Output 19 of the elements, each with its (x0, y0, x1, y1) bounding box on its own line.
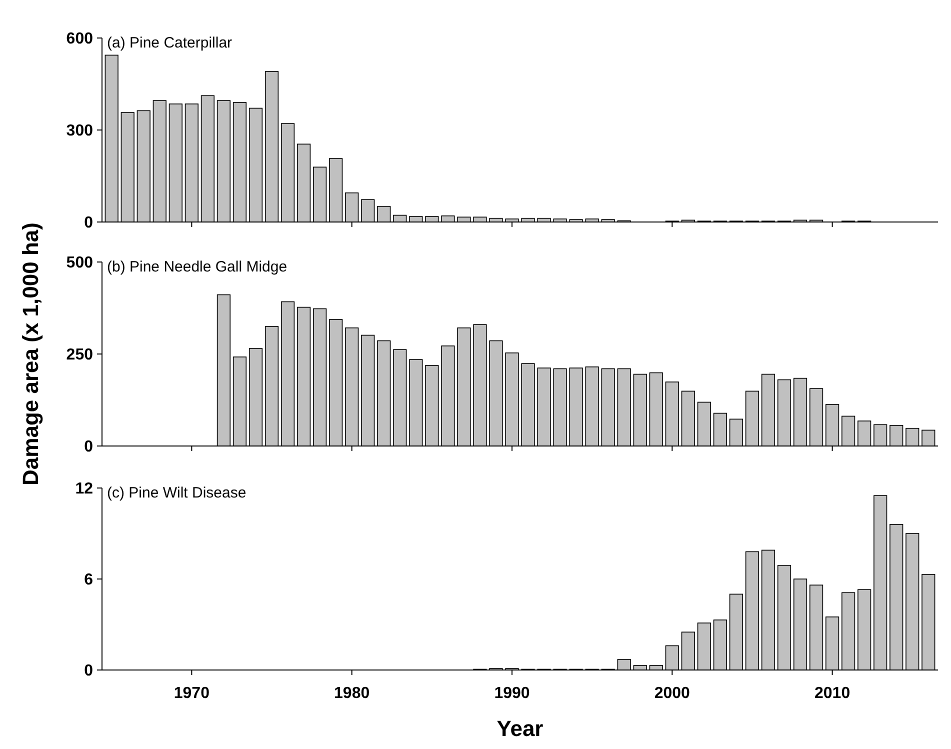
y-tick-label: 6 (84, 572, 94, 589)
x-tick-label: 1990 (494, 685, 530, 702)
y-tick-label: 0 (84, 662, 94, 680)
y-tick-label: 500 (66, 254, 94, 272)
x-tick-label: 2010 (814, 685, 850, 702)
y-tick-label: 300 (66, 122, 94, 140)
y-tick-label: 250 (66, 346, 94, 364)
y-tick-label: 0 (84, 214, 94, 232)
chart-title: (a) Pine Caterpillar (107, 34, 232, 52)
y-tick-label: 600 (66, 30, 94, 48)
y-tick-label: 0 (84, 438, 94, 456)
chart-title: (c) Pine Wilt Disease (107, 484, 246, 502)
x-axis-title: Year (496, 716, 544, 741)
y-tick-label: 12 (75, 480, 94, 498)
x-tick-label: 2000 (654, 685, 690, 702)
x-tick-label: 1980 (334, 685, 370, 702)
chart-title: (b) Pine Needle Gall Midge (107, 258, 288, 276)
x-tick-label: 1970 (174, 685, 210, 702)
y-axis-title: Damage area (x 1,000 ha) (18, 222, 43, 486)
